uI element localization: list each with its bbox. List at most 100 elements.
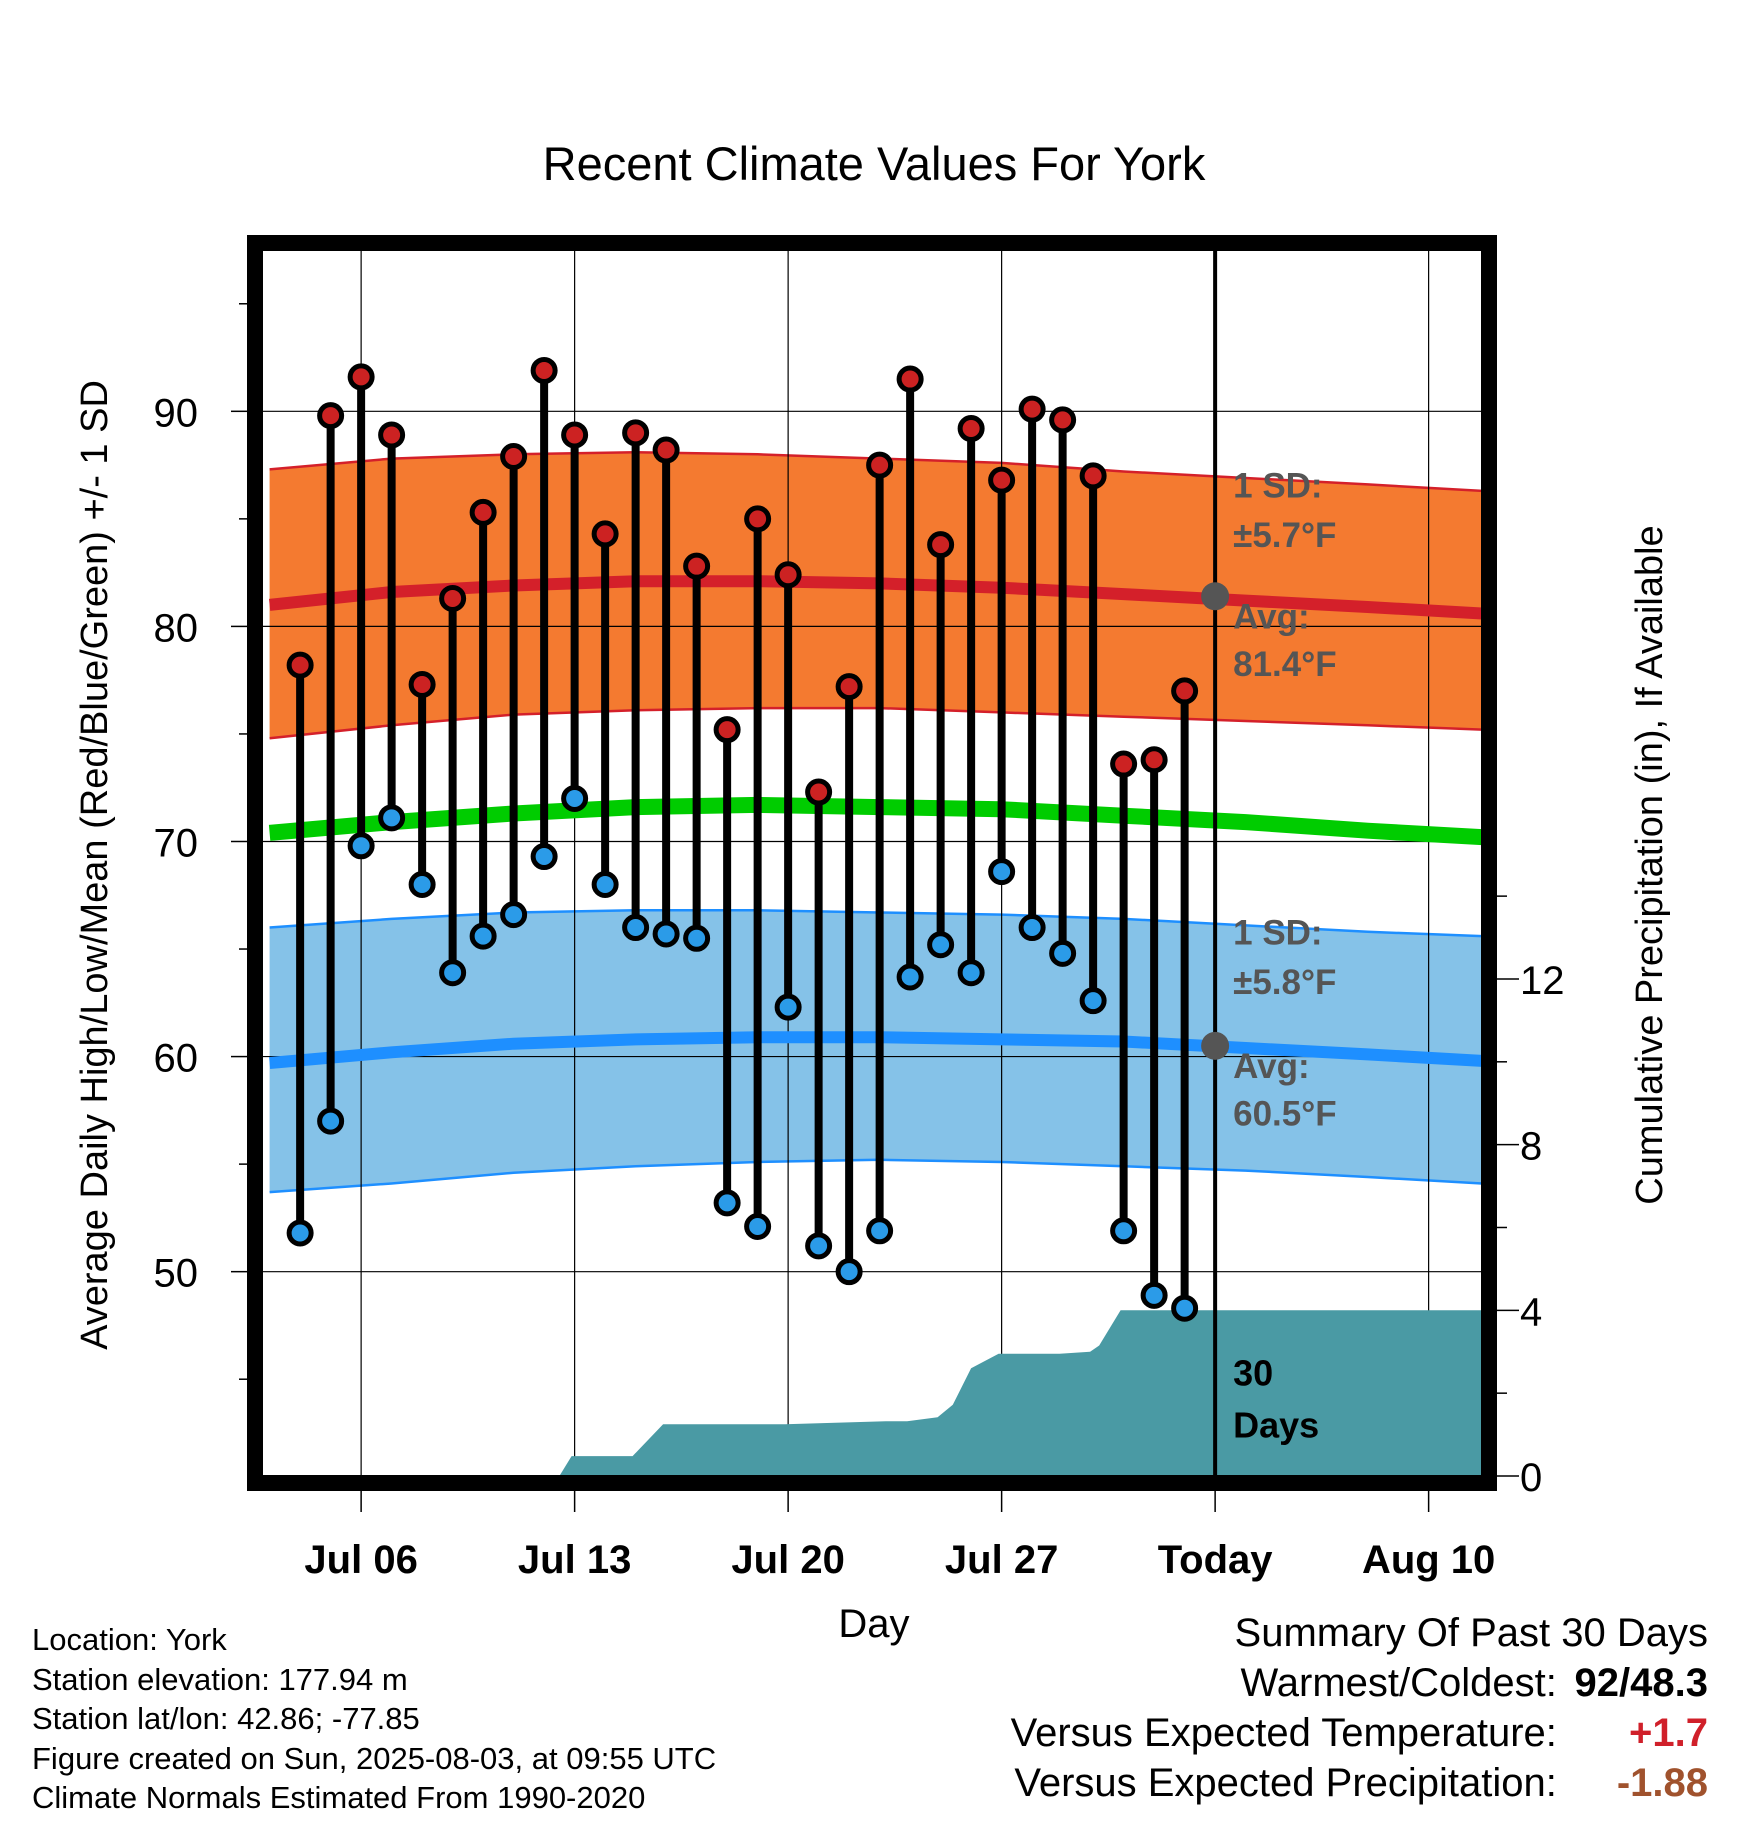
x-tick-label: Jul 27 [945, 1538, 1058, 1582]
daily-high-point [805, 778, 833, 806]
latlon-text: Station lat/lon: 42.86; -77.85 [32, 1701, 420, 1736]
low-sd-value: ±5.8°F [1233, 963, 1336, 1002]
daily-low-point [835, 1258, 863, 1286]
x-tick-label: Jul 20 [731, 1538, 844, 1582]
daily-low-point [317, 1107, 345, 1135]
daily-high-point [408, 670, 436, 698]
daily-high-point [1110, 750, 1138, 778]
daily-high-point [1049, 406, 1077, 434]
daily-high-point [1140, 746, 1168, 774]
daily-low-point [591, 871, 619, 899]
daily-low-point [683, 924, 711, 952]
daily-low-point [988, 858, 1016, 886]
daily-high-point [683, 552, 711, 580]
daily-high-point [744, 505, 772, 533]
y-axis-label: Average Daily High/Low/Mean (Red/Blue/Gr… [74, 380, 116, 1350]
y-tick-label: 60 [154, 1037, 199, 1081]
y-tick-label: 90 [154, 391, 199, 435]
chart-title: Recent Climate Values For York [543, 137, 1206, 190]
daily-high-point [591, 520, 619, 548]
daily-low-point [774, 993, 802, 1021]
daily-low-point [866, 1217, 894, 1245]
daily-high-point [561, 421, 589, 449]
today-low-avg-marker [1201, 1031, 1230, 1060]
temp-label: Versus Expected Temperature: [1010, 1711, 1557, 1755]
daily-high-point [500, 442, 528, 470]
daily-low-point [896, 963, 924, 991]
summary-title: Summary Of Past 30 Days [1234, 1611, 1708, 1655]
y-tick-label: 70 [154, 821, 199, 865]
precip-area [269, 1310, 1482, 1476]
daily-high-point [286, 651, 314, 679]
daily-low-point [1110, 1217, 1138, 1245]
daily-high-point [957, 415, 985, 443]
x-tick-label: Aug 10 [1362, 1538, 1495, 1582]
days-label-word: Days [1233, 1404, 1319, 1445]
daily-low-point [347, 832, 375, 860]
daily-high-point [378, 421, 406, 449]
daily-high-point [317, 402, 345, 430]
summary-warmest-row: Warmest/Coldest: 92/48.3 [1011, 1658, 1709, 1708]
daily-low-point [500, 901, 528, 929]
precip-label: Versus Expected Precipitation: [1014, 1761, 1557, 1805]
y-tick-label: 50 [154, 1252, 199, 1296]
daily-low-point [469, 922, 497, 950]
y2-tick-label: 8 [1520, 1125, 1542, 1169]
daily-low-point [1018, 914, 1046, 942]
daily-low-point [652, 920, 680, 948]
warmest-value: 92/48.3 [1574, 1661, 1708, 1705]
daily-high-point [622, 419, 650, 447]
daily-low-point [622, 914, 650, 942]
daily-low-point [286, 1219, 314, 1247]
daily-low-point [744, 1212, 772, 1240]
plot-area: 1 SD: ±5.7°F Avg: 81.4°F 1 SD: ±5.8°F Avg: 60.5… [262, 250, 1482, 1476]
daily-low-point [561, 784, 589, 812]
daily-high-point [439, 584, 467, 612]
daily-high-point [927, 531, 955, 559]
daily-high-point [530, 356, 558, 384]
y2-tick-label: 0 [1520, 1456, 1542, 1500]
station-info: Location: York Station elevation: 177.94… [32, 1620, 716, 1818]
normals-text: Climate Normals Estimated From 1990-2020 [32, 1780, 646, 1815]
daily-high-point [866, 451, 894, 479]
high-sd-label: 1 SD: [1233, 466, 1322, 505]
plot-frame [247, 235, 1497, 1491]
summary-panel: Summary Of Past 30 Days Warmest/Coldest:… [1011, 1608, 1708, 1808]
daily-low-point [378, 804, 406, 832]
daily-low-point [1079, 987, 1107, 1015]
daily-high-point [713, 716, 741, 744]
daily-low-point [1171, 1294, 1199, 1322]
summary-precip-row: Versus Expected Precipitation: -1.88 [1011, 1758, 1708, 1808]
daily-high-point [469, 498, 497, 526]
high-avg-label: Avg: [1233, 598, 1309, 637]
daily-low-point [805, 1232, 833, 1260]
daily-low-point [439, 959, 467, 987]
daily-low-point [408, 871, 436, 899]
daily-high-point [1018, 395, 1046, 423]
location-text: Location: York [32, 1622, 227, 1657]
daily-high-point [774, 561, 802, 589]
daily-high-point [988, 466, 1016, 494]
days-label-number: 30 [1233, 1353, 1273, 1394]
y2-tick-label: 12 [1520, 959, 1565, 1003]
temp-value: +1.7 [1629, 1711, 1708, 1755]
daily-low-point [530, 843, 558, 871]
precip-value: -1.88 [1616, 1761, 1708, 1805]
high-sd-value: ±5.7°F [1233, 516, 1336, 555]
daily-high-point [835, 673, 863, 701]
created-text: Figure created on Sun, 2025-08-03, at 09… [32, 1740, 717, 1776]
high-avg-value: 81.4°F [1233, 645, 1337, 684]
daily-high-point [1171, 677, 1199, 705]
daily-high-point [1079, 462, 1107, 490]
daily-high-point [652, 436, 680, 464]
x-tick-label: Today [1158, 1538, 1274, 1582]
low-avg-value: 60.5°F [1233, 1094, 1337, 1133]
elevation-text: Station elevation: 177.94 m [32, 1661, 408, 1697]
summary-temp-row: Versus Expected Temperature: +1.7 [1011, 1708, 1708, 1758]
y2-axis-label: Cumulative Precipitation (in), If Availa… [1629, 525, 1671, 1204]
x-tick-label: Jul 13 [518, 1538, 631, 1582]
warmest-label: Warmest/Coldest: [1240, 1661, 1557, 1705]
daily-low-point [927, 931, 955, 959]
daily-high-point [347, 363, 375, 391]
